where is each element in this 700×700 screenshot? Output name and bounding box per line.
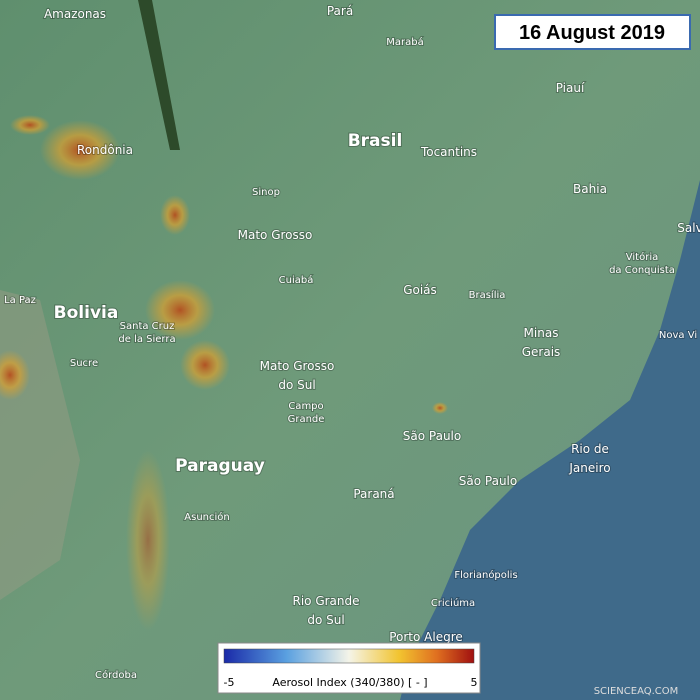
place-label: Bolivia	[54, 303, 119, 323]
place-label: Vitória	[626, 251, 658, 263]
place-label: Criciúma	[431, 597, 475, 609]
place-label: do Sul	[307, 613, 344, 627]
place-label: Piauí	[556, 81, 585, 95]
place-label: Santa Cruz	[120, 321, 175, 332]
place-label: Asunción	[184, 511, 229, 523]
place-label: Rondônia	[77, 143, 133, 157]
colorbar	[223, 648, 475, 664]
place-label: Mato Grosso	[260, 359, 335, 373]
place-label: La Paz	[4, 295, 36, 306]
place-label: São Paulo	[403, 429, 461, 443]
place-label: Amazonas	[44, 7, 106, 21]
place-label: Minas	[524, 326, 559, 340]
place-label: Rio de	[571, 442, 609, 456]
place-label: Salv	[677, 221, 700, 235]
place-label: Gerais	[522, 345, 561, 359]
aerosol	[0, 115, 448, 630]
place-label: Campo	[288, 401, 323, 412]
place-label: de la Sierra	[118, 334, 175, 345]
swath-gap	[138, 0, 180, 150]
place-label: Bahia	[573, 182, 607, 196]
place-label: Rio Grande	[292, 594, 359, 608]
place-label: Nova Vi	[659, 330, 697, 341]
place-label: Porto Alegre	[389, 630, 463, 644]
place-label: Janeiro	[568, 461, 610, 475]
place-label: Florianópolis	[454, 569, 517, 581]
place-label: Paraguay	[175, 456, 265, 476]
place-label: Grande	[288, 414, 325, 425]
place-label: Brasília	[469, 289, 506, 301]
place-label: Tocantins	[420, 145, 477, 159]
place-label: do Sul	[278, 378, 315, 392]
date: 16 August 2019	[519, 22, 665, 44]
place-label: Mato Grosso	[238, 228, 313, 242]
place-label: da Conquista	[609, 265, 675, 276]
place-label: Sucre	[70, 358, 98, 369]
place-label: Cuiabá	[279, 274, 314, 286]
colorbar-label: Aerosol Index (340/380) [ - ]	[272, 676, 427, 689]
ocean	[400, 180, 700, 700]
place-label: Pará	[327, 4, 353, 18]
colorbar-tick: -5	[224, 676, 235, 689]
place-label: São Paulo	[459, 474, 517, 488]
place-label: Marabá	[386, 36, 423, 48]
colorbar-tick: 5	[471, 676, 478, 689]
watermark: SCIENCEAQ.COM	[594, 686, 679, 697]
place-label: Brasil	[348, 131, 403, 151]
date-box	[494, 14, 691, 50]
place-label: Córdoba	[95, 669, 137, 681]
place-label: Goiás	[403, 283, 437, 297]
place-label: Sinop	[252, 187, 280, 198]
place-label: Paraná	[353, 487, 394, 501]
